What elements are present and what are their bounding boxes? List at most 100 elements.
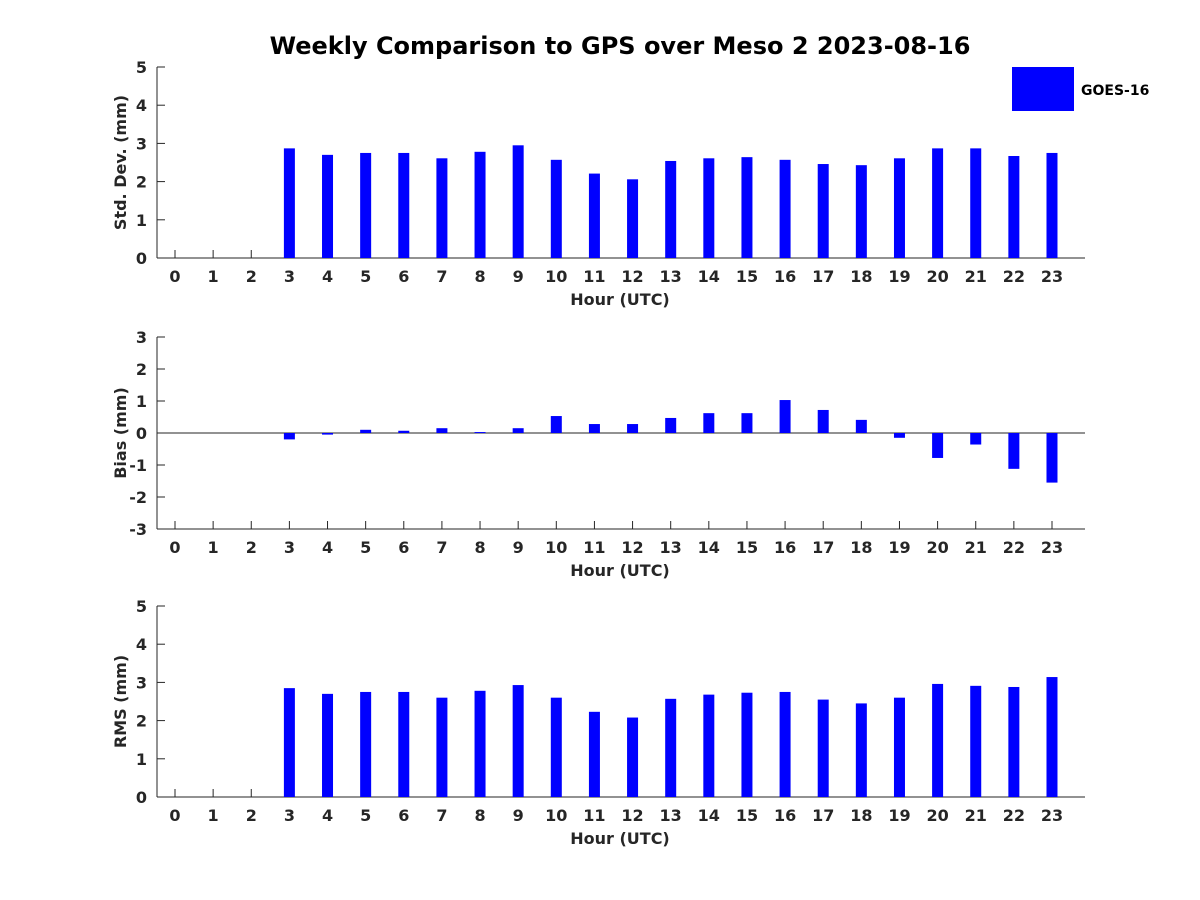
x-tick-label: 17 [812,267,834,286]
bar-hour-20 [932,148,944,258]
x-tick-label: 3 [284,538,295,557]
bar-hour-3 [283,433,295,440]
y-tick-label: 4 [136,635,147,654]
x-tick-label: 7 [436,806,447,825]
x-tick-label: 8 [474,267,485,286]
x-tick-label: 10 [545,538,567,557]
bar-hour-14 [703,694,715,797]
bar-hour-19 [893,433,905,438]
bar-hour-7 [436,697,448,797]
x-tick-label: 4 [322,806,333,825]
bar-hour-23 [1046,677,1058,797]
bar-hour-6 [398,430,410,433]
x-tick-label: 11 [583,806,605,825]
x-tick-label: 19 [888,538,910,557]
legend-swatch [1012,67,1074,111]
x-axis-label: Hour (UTC) [570,561,670,580]
bar-hour-21 [970,148,982,258]
bar-hour-3 [283,688,295,797]
x-tick-label: 8 [474,806,485,825]
y-tick-label: 1 [136,750,147,769]
x-tick-label: 23 [1041,267,1063,286]
bar-hour-20 [932,433,944,458]
x-tick-label: 18 [850,538,872,557]
bar-hour-17 [817,409,829,433]
x-tick-label: 23 [1041,806,1063,825]
bar-hour-8 [474,151,486,258]
bar-hour-18 [855,419,867,433]
bar-hour-9 [512,145,524,258]
bar-hour-4 [322,154,334,258]
x-tick-label: 4 [322,267,333,286]
x-tick-label: 0 [169,267,180,286]
x-tick-label: 15 [736,267,758,286]
bar-hour-11 [588,173,600,258]
y-axis-label: Bias (mm) [111,387,130,479]
x-tick-label: 19 [888,806,910,825]
bar-hour-11 [588,711,600,797]
x-tick-label: 9 [513,538,524,557]
bar-hour-3 [283,148,295,258]
bar-hour-4 [322,693,334,797]
x-tick-label: 22 [1003,267,1025,286]
x-tick-label: 22 [1003,806,1025,825]
bar-hour-14 [703,413,715,433]
x-tick-label: 12 [621,806,643,825]
bar-hour-18 [855,165,867,258]
x-tick-label: 11 [583,538,605,557]
x-tick-label: 16 [774,267,796,286]
bar-hour-7 [436,428,448,433]
x-tick-label: 2 [246,538,257,557]
x-tick-label: 18 [850,806,872,825]
y-tick-label: -2 [129,488,147,507]
x-tick-label: 6 [398,538,409,557]
x-tick-label: 20 [926,267,948,286]
x-tick-label: 6 [398,267,409,286]
bar-hour-15 [741,692,753,797]
x-tick-label: 7 [436,538,447,557]
x-tick-label: 10 [545,267,567,286]
x-tick-label: 15 [736,806,758,825]
bar-hour-11 [588,424,600,433]
bar-hour-5 [360,691,372,797]
y-axis-label: Std. Dev. (mm) [111,95,130,230]
x-tick-label: 14 [698,538,720,557]
x-tick-label: 9 [513,267,524,286]
bar-hour-17 [817,164,829,258]
bar-hour-8 [474,690,486,797]
bar-hour-16 [779,400,791,433]
bar-hour-23 [1046,433,1058,483]
x-tick-label: 13 [660,267,682,286]
x-tick-label: 0 [169,538,180,557]
x-tick-label: 3 [284,267,295,286]
y-axis-label: RMS (mm) [111,655,130,748]
bar-hour-6 [398,691,410,797]
y-tick-label: 0 [136,249,147,268]
x-tick-label: 2 [246,267,257,286]
y-tick-label: 2 [136,360,147,379]
x-tick-label: 1 [208,538,219,557]
x-tick-label: 22 [1003,538,1025,557]
bar-hour-13 [665,160,677,258]
x-tick-label: 16 [774,538,796,557]
x-tick-label: 0 [169,806,180,825]
bar-hour-13 [665,698,677,797]
bar-hour-15 [741,157,753,258]
y-tick-label: 3 [136,328,147,347]
x-tick-label: 18 [850,267,872,286]
x-tick-label: 17 [812,806,834,825]
bar-hour-18 [855,703,867,797]
bar-hour-4 [322,433,334,435]
y-tick-label: 0 [136,788,147,807]
x-tick-label: 17 [812,538,834,557]
x-tick-label: 4 [322,538,333,557]
bar-hour-23 [1046,152,1058,258]
x-tick-label: 5 [360,806,371,825]
bar-hour-10 [550,697,562,797]
x-tick-label: 2 [246,806,257,825]
x-tick-label: 1 [208,806,219,825]
x-tick-label: 20 [926,806,948,825]
